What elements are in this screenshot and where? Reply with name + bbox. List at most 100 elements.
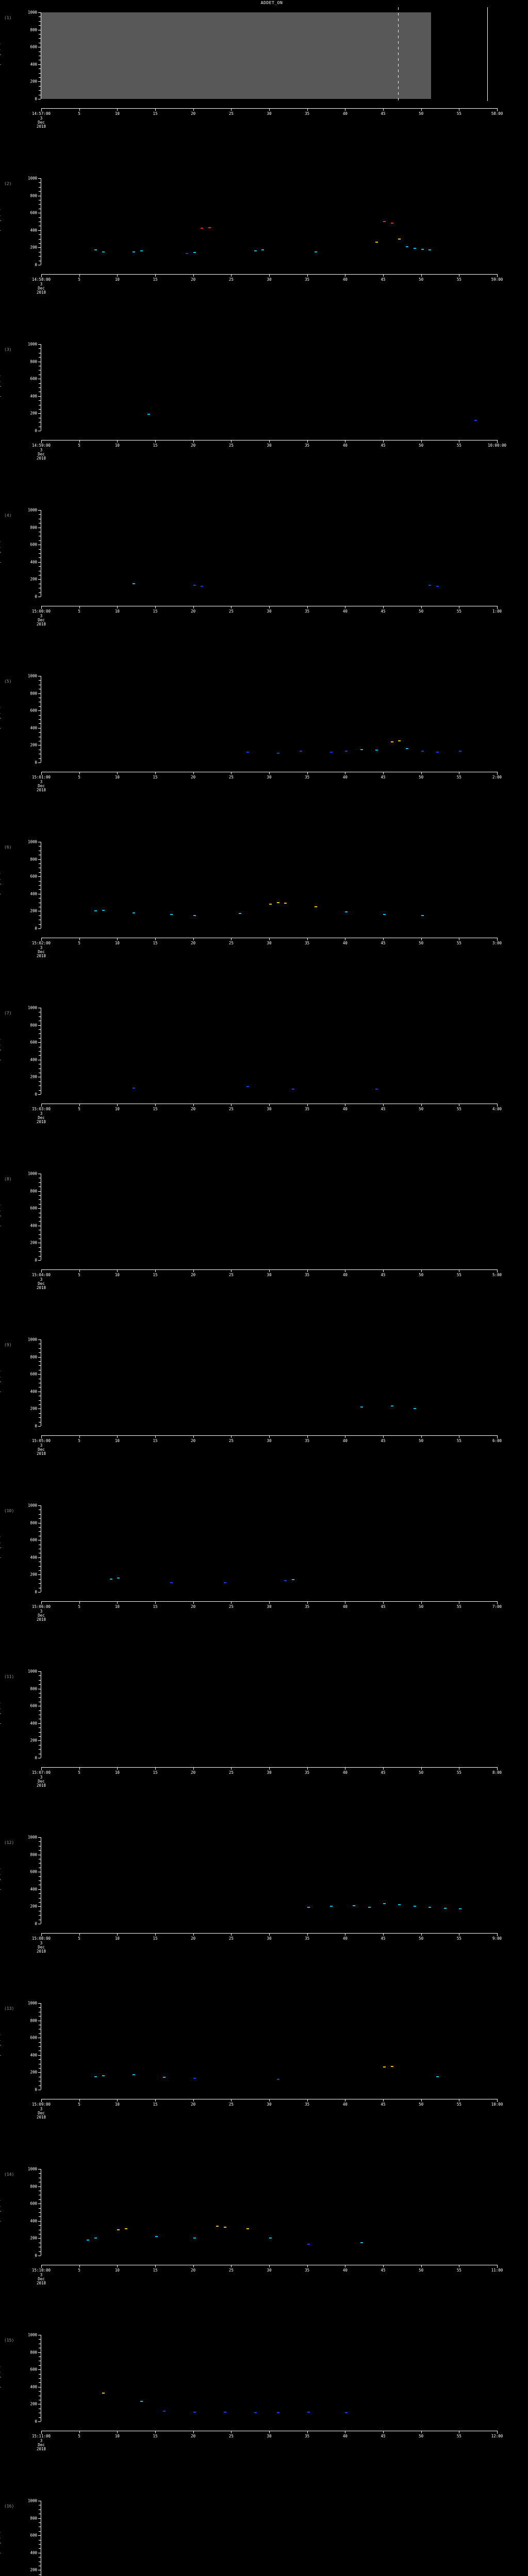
plot-area[interactable] xyxy=(41,2003,497,2090)
x-tick xyxy=(269,2265,270,2267)
x-tick-label: 45 xyxy=(381,1936,386,1941)
x-tick-label: 5 xyxy=(78,1273,80,1277)
x-tick xyxy=(497,274,498,277)
x-axis: 15:08:00 5 10 15 20 25 30 35 40 45 50 55 9:00 3 Dec 201… xyxy=(0,1933,528,1954)
y-tick xyxy=(39,348,41,349)
x-tick xyxy=(193,606,194,608)
y-tick xyxy=(38,1740,41,1741)
x-tick-label: 55 xyxy=(456,2102,461,2107)
y-tick-group: 0 200 400 600 800 1000 xyxy=(0,1166,41,1263)
x-tick xyxy=(193,1601,194,1604)
y-tick xyxy=(39,1680,41,1681)
plot-area[interactable] xyxy=(41,676,497,762)
detection-mark xyxy=(421,248,424,250)
panel-index-label: (1) xyxy=(4,15,12,20)
plot-area[interactable] xyxy=(41,2335,497,2421)
plot-area[interactable] xyxy=(41,1671,497,1758)
x-tick-label: 5 xyxy=(78,2268,80,2273)
plot-area[interactable] xyxy=(41,2501,497,2576)
y-tick xyxy=(39,191,41,192)
x-tick-label: 35 xyxy=(305,2102,310,2107)
x-tick xyxy=(155,2265,156,2267)
x-tick-label: 50 xyxy=(419,1273,424,1277)
y-tick xyxy=(39,2216,41,2217)
x-tick xyxy=(269,2431,270,2433)
plot-area[interactable] xyxy=(41,510,497,597)
plot-area[interactable] xyxy=(41,12,497,99)
date-stamp-line: 3 xyxy=(40,1111,43,1116)
x-tick xyxy=(231,2265,232,2267)
x-tick xyxy=(307,2431,308,2433)
y-tick xyxy=(38,1260,41,1261)
x-tick xyxy=(231,440,232,443)
y-tick xyxy=(39,1361,41,1362)
plot-area[interactable] xyxy=(41,344,497,431)
y-tick xyxy=(38,230,41,231)
detection-mark xyxy=(459,751,462,752)
x-tick xyxy=(383,108,384,111)
x-tick xyxy=(41,1269,42,1273)
x-tick-label: 40 xyxy=(342,775,348,779)
x-tick xyxy=(41,1933,42,1936)
y-tick xyxy=(39,566,41,567)
plot-area[interactable] xyxy=(41,1837,497,1924)
plot-area[interactable] xyxy=(41,1008,497,1094)
x-tick xyxy=(231,606,232,608)
detection-mark xyxy=(406,748,409,750)
y-tick xyxy=(39,409,41,410)
x-tick-label: 4:00 xyxy=(492,1107,502,1111)
y-tick xyxy=(39,540,41,541)
panel-index-label: (3) xyxy=(4,347,12,352)
y-tick xyxy=(39,2208,41,2209)
plot-area[interactable] xyxy=(41,1340,497,1426)
x-tick xyxy=(421,772,422,774)
y-tick-label: 1000 xyxy=(27,1503,37,1508)
y-tick-label: 200 xyxy=(30,1904,37,1909)
y-tick xyxy=(39,1038,41,1039)
y-tick xyxy=(39,2033,41,2034)
detection-mark xyxy=(125,2228,128,2229)
x-tick xyxy=(421,108,422,111)
plot-area[interactable] xyxy=(41,1174,497,1260)
plot-area[interactable] xyxy=(41,842,497,928)
x-tick-label: 25 xyxy=(228,2434,234,2438)
y-tick-label: 0 xyxy=(35,760,37,765)
x-tick-label: 45 xyxy=(381,443,386,448)
x-tick xyxy=(231,274,232,277)
y-tick xyxy=(38,510,41,511)
y-tick xyxy=(38,2221,41,2222)
x-tick xyxy=(117,938,118,940)
y-tick xyxy=(39,549,41,550)
x-tick-label: 45 xyxy=(381,775,386,779)
plot-area[interactable] xyxy=(41,2169,497,2256)
x-tick-label: 50 xyxy=(419,443,424,448)
detection-mark xyxy=(284,1580,287,1582)
y-tick-label: 400 xyxy=(30,2053,37,2058)
y-tick xyxy=(39,21,41,22)
x-tick-label: 15 xyxy=(153,1107,158,1111)
x-tick-label: 10 xyxy=(114,2268,120,2273)
x-tick xyxy=(497,1767,498,1770)
date-stamp-line: 3 xyxy=(40,945,43,950)
detection-mark xyxy=(170,1582,173,1583)
y-tick xyxy=(39,16,41,18)
x-tick-label: 25 xyxy=(228,2102,234,2107)
y-tick-label: 0 xyxy=(35,428,37,433)
y-tick xyxy=(39,1736,41,1737)
detection-mark xyxy=(390,2065,393,2067)
x-tick-label: 30 xyxy=(267,1770,272,1775)
x-tick-label: 25 xyxy=(228,277,234,282)
detection-mark xyxy=(413,1906,416,1907)
y-tick xyxy=(39,1841,41,1842)
x-tick xyxy=(41,2431,42,2434)
y-tick xyxy=(39,1727,41,1728)
y-tick-label: 0 xyxy=(35,1921,37,1926)
x-tick xyxy=(421,2265,422,2267)
plot-area[interactable] xyxy=(41,178,497,265)
detection-mark xyxy=(398,740,401,741)
plot-area[interactable] xyxy=(41,1505,497,1592)
y-tick-group: 0 200 400 600 800 1000 xyxy=(0,1830,41,1926)
x-tick-label: 9:00 xyxy=(492,1936,502,1941)
y-tick xyxy=(38,562,41,563)
y-tick xyxy=(38,2072,41,2073)
